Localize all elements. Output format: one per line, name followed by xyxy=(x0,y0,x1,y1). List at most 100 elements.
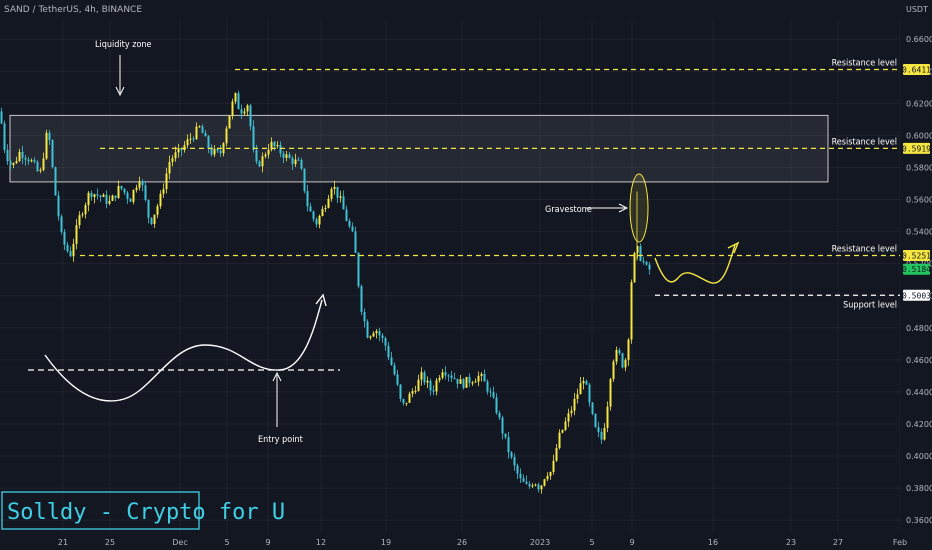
candle-body xyxy=(285,154,288,158)
candle-body xyxy=(402,398,405,404)
candle-body xyxy=(201,126,204,134)
price-axis: 0.66000.64000.62000.60000.58000.56000.54… xyxy=(900,0,932,550)
candle-body xyxy=(513,457,516,466)
time-tick-label: 16 xyxy=(708,538,718,547)
time-tick-label: 26 xyxy=(457,538,467,547)
candle-body xyxy=(282,153,285,158)
candle-body xyxy=(390,357,393,366)
candle-body xyxy=(591,402,594,414)
candle-body xyxy=(39,169,42,172)
candle-body xyxy=(339,196,342,198)
candle-body xyxy=(549,471,552,476)
candle-body xyxy=(249,105,252,127)
candle-body xyxy=(552,460,555,472)
candle-body xyxy=(195,126,198,140)
candle-body xyxy=(207,136,210,149)
level-lines: Resistance level Resistance level Resistan… xyxy=(80,59,900,310)
candle-body xyxy=(627,339,630,360)
candle-body xyxy=(303,168,306,192)
level-price-badge xyxy=(903,289,930,301)
candle-body xyxy=(588,384,591,403)
candle-body xyxy=(240,109,243,114)
candle-body xyxy=(528,483,531,487)
candle-body xyxy=(57,195,60,217)
candle-body xyxy=(246,105,249,112)
level-price-badge xyxy=(903,142,930,154)
gravestone-label: Gravestone xyxy=(545,205,592,215)
candle-body xyxy=(522,478,525,482)
level-price-badge-text: 0.5251 xyxy=(902,251,931,260)
candle-body xyxy=(198,126,201,128)
candle-body xyxy=(159,193,162,207)
candle-body xyxy=(531,485,534,487)
candle-body xyxy=(582,381,585,384)
candle-body xyxy=(270,141,273,150)
candle-body xyxy=(306,191,309,207)
candle-body xyxy=(147,199,150,218)
resistance-level-label: Resistance level xyxy=(832,244,897,254)
candle-body xyxy=(24,157,27,160)
candle-body xyxy=(363,312,366,322)
candle-body xyxy=(192,138,195,140)
time-tick-label: 2023 xyxy=(530,538,550,547)
candle-body xyxy=(435,380,438,392)
price-tick-label: 0.4800 xyxy=(906,324,932,333)
level-price-badge-text: 0.6411 xyxy=(902,66,931,75)
candle-body xyxy=(597,427,600,433)
candle-body xyxy=(384,338,387,346)
candle-body xyxy=(645,261,648,265)
candle-body xyxy=(330,188,333,199)
liquidity-arrowhead xyxy=(115,86,125,97)
candle-body xyxy=(345,209,348,221)
candle-body xyxy=(372,333,375,337)
candle-body xyxy=(432,390,435,392)
candle-body xyxy=(180,147,183,151)
price-tick-label: 0.4200 xyxy=(906,420,932,429)
candle-body xyxy=(27,159,30,162)
candle-body xyxy=(78,215,81,226)
candle-body xyxy=(456,378,459,384)
candle-body xyxy=(438,377,441,381)
candle-body xyxy=(93,194,96,197)
price-badges: 0.6411 0.5919 0.5251 0.5003 0.5184 xyxy=(902,64,931,301)
candle-body xyxy=(6,149,9,162)
time-tick-label: 9 xyxy=(265,538,270,547)
candle-body xyxy=(573,398,576,411)
candle-body xyxy=(405,402,408,404)
candle-body xyxy=(483,373,486,382)
candle-body xyxy=(225,128,228,144)
candle-body xyxy=(495,397,498,413)
candle-body xyxy=(117,185,120,198)
level-price-badge-text: 0.5919 xyxy=(902,144,931,153)
candle-body xyxy=(429,380,432,391)
candle-body xyxy=(492,392,495,398)
candle-body xyxy=(441,372,444,378)
candle-body xyxy=(276,145,279,147)
time-tick-label: 27 xyxy=(833,538,843,547)
candle-body xyxy=(144,185,147,200)
candle-body xyxy=(183,145,186,151)
current-price-badge-text: 0.5184 xyxy=(902,265,931,274)
ticker-title: SAND / TetherUS, 4h, BINANCE xyxy=(4,5,142,15)
candle-body xyxy=(66,244,69,252)
candle-body xyxy=(105,194,108,204)
currency-label: USDT xyxy=(906,5,928,14)
candle-body xyxy=(87,192,90,206)
time-tick-label: 5 xyxy=(224,538,229,547)
candle-body xyxy=(474,381,477,383)
candle-body xyxy=(327,198,330,208)
price-tick-label: 0.3600 xyxy=(906,516,932,525)
candle-body xyxy=(498,412,501,418)
candle-body xyxy=(648,264,651,270)
price-tick-label: 0.5400 xyxy=(906,228,932,237)
entry-wave-arrow xyxy=(44,299,323,402)
candle-body xyxy=(357,252,360,287)
candles xyxy=(0,90,651,494)
level-price-badge xyxy=(903,249,930,261)
candle-body xyxy=(567,413,570,422)
candle-body xyxy=(162,189,165,194)
candle-body xyxy=(462,379,465,388)
candle-body xyxy=(489,391,492,393)
candle-body xyxy=(525,481,528,484)
